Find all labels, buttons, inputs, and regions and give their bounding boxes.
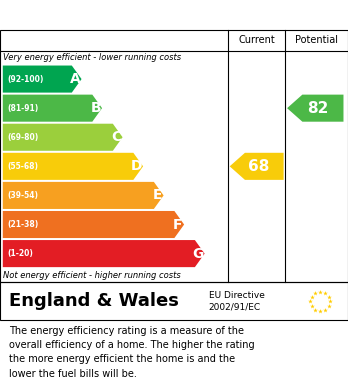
Text: (55-68): (55-68) bbox=[7, 162, 38, 171]
Text: Potential: Potential bbox=[295, 35, 338, 45]
Text: England & Wales: England & Wales bbox=[9, 292, 179, 310]
Text: Energy Efficiency Rating: Energy Efficiency Rating bbox=[9, 7, 219, 23]
Text: G: G bbox=[192, 247, 204, 260]
Polygon shape bbox=[3, 182, 164, 209]
Text: F: F bbox=[173, 217, 183, 231]
Text: 82: 82 bbox=[307, 100, 328, 116]
Text: C: C bbox=[111, 130, 121, 144]
Polygon shape bbox=[3, 211, 184, 238]
Text: EU Directive
2002/91/EC: EU Directive 2002/91/EC bbox=[209, 291, 265, 311]
Text: E: E bbox=[152, 188, 162, 203]
Text: Current: Current bbox=[238, 35, 275, 45]
Text: (21-38): (21-38) bbox=[7, 220, 38, 229]
Text: D: D bbox=[131, 159, 142, 173]
Text: (69-80): (69-80) bbox=[7, 133, 38, 142]
Polygon shape bbox=[230, 153, 284, 180]
Text: (1-20): (1-20) bbox=[7, 249, 33, 258]
Text: 68: 68 bbox=[248, 159, 270, 174]
Text: The energy efficiency rating is a measure of the
overall efficiency of a home. T: The energy efficiency rating is a measur… bbox=[9, 326, 254, 379]
Polygon shape bbox=[287, 95, 343, 122]
Text: B: B bbox=[90, 101, 101, 115]
Polygon shape bbox=[3, 95, 102, 122]
Polygon shape bbox=[3, 124, 122, 151]
Polygon shape bbox=[3, 240, 205, 267]
Text: (81-91): (81-91) bbox=[7, 104, 38, 113]
Text: A: A bbox=[70, 72, 81, 86]
Text: (92-100): (92-100) bbox=[7, 75, 44, 84]
Text: Very energy efficient - lower running costs: Very energy efficient - lower running co… bbox=[3, 53, 182, 62]
Polygon shape bbox=[3, 153, 143, 180]
Text: Not energy efficient - higher running costs: Not energy efficient - higher running co… bbox=[3, 271, 181, 280]
Polygon shape bbox=[3, 66, 81, 93]
Text: (39-54): (39-54) bbox=[7, 191, 38, 200]
